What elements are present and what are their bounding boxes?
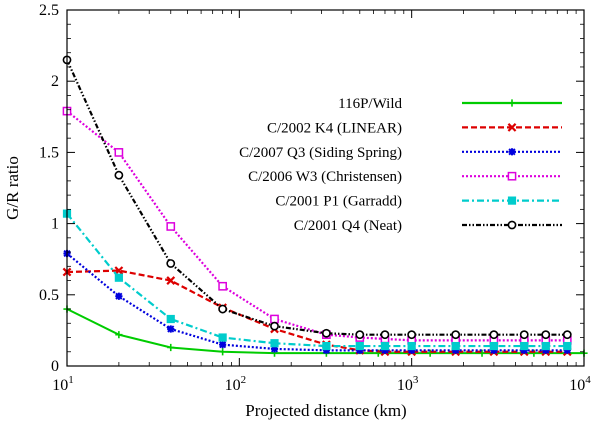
legend-swatch-marker	[508, 148, 516, 156]
x-tick-label: 103	[397, 374, 419, 394]
data-point	[166, 222, 176, 231]
data-point	[270, 314, 279, 324]
data-point	[114, 170, 124, 180]
series-line	[65, 59, 568, 336]
y-tick-label: 2.5	[39, 2, 59, 19]
data-point	[451, 330, 461, 340]
data-point	[322, 341, 331, 351]
x-tick-label: 104	[569, 374, 591, 394]
data-point	[380, 341, 390, 351]
data-point	[542, 346, 550, 354]
data-point	[563, 346, 571, 354]
data-point	[115, 292, 123, 300]
data-point	[166, 314, 175, 324]
series-layer	[62, 55, 588, 357]
data-point	[321, 328, 331, 338]
legend-entry-4: C/2006 W3 (Christensen)	[248, 169, 562, 185]
data-point	[218, 281, 227, 291]
data-point	[490, 346, 498, 354]
legend-label: 116P/Wild	[338, 96, 402, 112]
data-point	[541, 341, 550, 351]
data-point	[166, 276, 176, 285]
data-point	[114, 266, 124, 275]
data-point	[270, 321, 279, 331]
data-point	[489, 341, 498, 351]
data-point	[167, 343, 175, 352]
data-point	[270, 339, 279, 348]
data-point	[167, 325, 175, 333]
legend-label: C/2001 P1 (Garradd)	[275, 194, 402, 210]
legend-swatch-marker	[507, 196, 517, 205]
data-point	[114, 148, 124, 157]
legend-swatch-marker	[508, 99, 516, 107]
legend-label: C/2002 K4 (LINEAR)	[267, 120, 402, 136]
y-tick-label: 0	[51, 358, 59, 375]
data-point	[380, 330, 390, 340]
data-point	[270, 345, 279, 353]
legend-label: C/2006 W3 (Christensen)	[248, 169, 402, 185]
data-point	[451, 341, 460, 351]
x-axis-title: Projected distance (km)	[245, 401, 406, 420]
data-point	[407, 341, 416, 351]
legend-entry-6: C/2001 Q4 (Neat)	[294, 218, 562, 234]
x-tick-label: 102	[225, 374, 247, 394]
data-point	[541, 330, 551, 340]
data-point	[166, 259, 176, 268]
legend-label: C/2007 Q3 (Siding Spring)	[239, 145, 402, 161]
series-line	[66, 212, 568, 348]
x-tick-label: 101	[52, 374, 74, 394]
y-axis-title: G/R ratio	[3, 156, 22, 220]
y-tick-label: 0.5	[39, 287, 59, 304]
legend-entry-1: 116P/Wild	[338, 96, 562, 112]
legend-swatch-marker	[507, 123, 517, 132]
legend-entry-5: C/2001 P1 (Garradd)	[275, 194, 562, 210]
plot-frame	[66, 9, 585, 367]
data-point	[356, 346, 364, 354]
data-point	[219, 348, 227, 356]
data-point	[426, 349, 434, 357]
data-point	[219, 341, 227, 349]
y-tick-label: 2	[51, 73, 59, 90]
data-point	[520, 341, 529, 351]
data-point	[407, 330, 417, 340]
data-point	[408, 346, 416, 354]
data-point	[355, 330, 365, 340]
legend: 116P/Wild C/2002 K4 (LINEAR) C/2007 Q3 (Si…	[239, 96, 562, 234]
data-point	[452, 346, 460, 354]
data-point	[114, 273, 123, 282]
series-3	[63, 249, 571, 354]
y-tick-label: 1	[51, 216, 59, 233]
legend-swatch-marker	[507, 220, 517, 230]
data-point	[381, 346, 389, 354]
data-point	[520, 346, 528, 354]
y-tick-label: 1.5	[39, 144, 59, 161]
legend-swatch-marker	[507, 171, 517, 181]
data-point	[322, 346, 330, 354]
series-line	[66, 110, 568, 342]
legend-entry-2: C/2002 K4 (LINEAR)	[267, 120, 562, 136]
data-point	[115, 331, 123, 339]
legend-entry-3: C/2007 Q3 (Siding Spring)	[239, 145, 562, 161]
data-point	[562, 330, 572, 340]
data-point	[218, 304, 228, 314]
data-point	[478, 349, 486, 357]
data-point	[218, 333, 227, 342]
data-point	[355, 341, 364, 351]
data-point	[519, 330, 529, 340]
axes-layer: 0 0.5 1 1.5 2 2.5 101 102 103 104	[39, 2, 591, 394]
data-point	[563, 341, 572, 351]
data-point	[489, 330, 499, 340]
series-line	[66, 252, 568, 352]
legend-label: C/2001 Q4 (Neat)	[294, 218, 402, 234]
